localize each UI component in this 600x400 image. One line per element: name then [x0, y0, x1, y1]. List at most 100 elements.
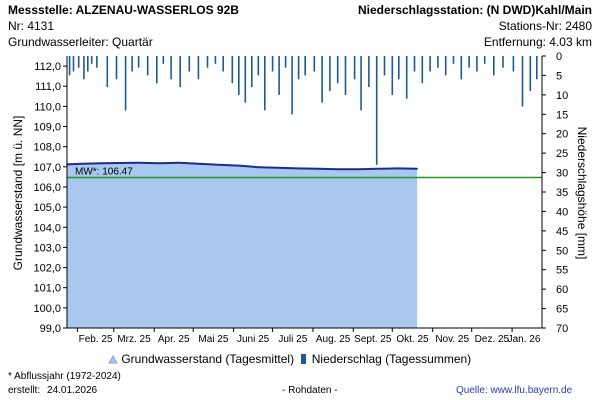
precipitation-bar	[146, 56, 149, 76]
groundwater-point	[357, 168, 360, 170]
precipitation-bar	[476, 56, 478, 72]
x-tick-label: Dez. 25	[475, 334, 510, 345]
precipitation-bar	[297, 56, 300, 80]
legend-groundwater-icon	[108, 354, 118, 364]
y2-tick-label: 20	[556, 129, 568, 141]
y2-tick-label: 0	[556, 51, 562, 63]
y2-tick-label: 55	[556, 265, 568, 277]
groundwater-area	[67, 162, 418, 328]
created-date: 24.01.2026	[47, 385, 98, 396]
precipitation-bar	[244, 56, 247, 103]
y2-tick-label: 70	[556, 323, 568, 335]
legend-precipitation-icon	[301, 354, 307, 364]
precipitation-bar	[405, 56, 408, 99]
y2-tick-label: 60	[556, 284, 568, 296]
groundwater-point	[336, 168, 339, 170]
groundwater-point	[238, 164, 240, 167]
precipitation-bar	[197, 56, 200, 80]
y2-tick-label: 15	[556, 109, 568, 121]
precipitation-bar	[483, 56, 486, 64]
footnote-mean: * Abflussjahr (1972-2024)	[8, 371, 121, 382]
y-tick-label: 103,0	[33, 242, 61, 254]
x-tick-label: Juli 25	[278, 334, 307, 345]
precipitation-bar	[421, 56, 424, 84]
y-tick-label: 109,0	[33, 122, 61, 134]
y2-tick-label: 5	[556, 70, 562, 82]
precipitation-bar	[188, 56, 191, 72]
x-tick-label: Aug. 25	[316, 334, 351, 345]
y-tick-label: 104,0	[33, 222, 61, 234]
y2-tick-label: 30	[556, 168, 568, 180]
y2-tick-label: 40	[556, 206, 568, 218]
precipitation-bar	[72, 56, 75, 72]
precip-station-number: Stations-Nr: 2480	[498, 19, 592, 33]
groundwater-point	[317, 168, 320, 170]
precipitation-bar	[115, 56, 118, 80]
precipitation-bar	[468, 56, 470, 68]
y-tick-label: 107,0	[33, 162, 61, 174]
precipitation-bar	[278, 56, 280, 95]
source-info: Quelle: www.lfu.bayern.de	[456, 385, 572, 397]
precipitation-bar	[444, 56, 447, 76]
precipitation-bar	[398, 56, 400, 80]
y2-tick-label: 50	[556, 245, 568, 257]
y2-tick-label: 25	[556, 148, 568, 160]
y-tick-label: 100,0	[33, 303, 61, 315]
precipitation-bar	[124, 56, 127, 111]
precipitation-bar	[413, 56, 416, 72]
precipitation-bar	[222, 56, 224, 72]
created-info: erstellt: 24.01.2026	[8, 385, 97, 397]
mean-line-label: MW*: 106.47	[75, 167, 133, 178]
precipitation-bar	[529, 56, 532, 91]
precipitation-bar	[291, 56, 293, 115]
groundwater-point	[118, 162, 120, 164]
x-tick-label: Jan. 26	[508, 334, 541, 345]
precipitation-bar	[429, 56, 431, 72]
precipitation-bar	[83, 56, 85, 80]
precipitation-bar	[106, 56, 109, 88]
precipitation-bar	[336, 56, 339, 84]
precipitation-bar	[493, 56, 495, 76]
precipitation-bar	[271, 56, 274, 72]
created-label: erstellt:	[8, 385, 41, 396]
x-tick-label: Apr. 25	[158, 334, 190, 345]
precipitation-bar	[284, 56, 287, 68]
precipitation-bar	[360, 56, 362, 111]
y2-axis-label: Niederschlagshöhe [mm]	[575, 127, 589, 260]
precipitation-bar	[391, 56, 394, 95]
y-tick-label: 112,0	[34, 61, 61, 73]
precipitation-bar	[368, 56, 370, 88]
groundwater-point	[416, 168, 418, 170]
groundwater-point	[257, 166, 260, 168]
precipitation-bar	[137, 56, 140, 68]
precipitation-bar	[512, 56, 515, 72]
source-label: Quelle:	[456, 385, 488, 396]
x-tick-label: Sept. 25	[354, 334, 392, 345]
precipitation-bar	[96, 56, 98, 68]
precipitation-bar	[502, 56, 504, 68]
precipitation-bar	[437, 56, 439, 68]
precipitation-bar	[452, 56, 455, 64]
groundwater-point	[217, 164, 219, 166]
station-title: Messstelle: ALZENAU-WASSERLOS 92B	[8, 3, 239, 17]
y-tick-label: 102,0	[33, 263, 61, 275]
y2-tick-label: 45	[556, 226, 568, 238]
x-tick-label: Juni 25	[237, 334, 270, 345]
y2-tick-label: 10	[556, 90, 568, 102]
precipitation-bar	[170, 56, 172, 80]
precipitation-bar	[375, 56, 378, 165]
precipitation-bar	[68, 56, 71, 76]
source-link[interactable]: www.lfu.bayern.de	[490, 385, 573, 396]
precip-station-title: Niederschlagsstation: (N DWD)Kahl/Main	[357, 3, 592, 17]
precipitation-bar	[131, 56, 133, 72]
legend-groundwater-label: Grundwasserstand (Tagesmittel)	[121, 352, 295, 366]
precipitation-bar	[460, 56, 463, 80]
x-tick-label: Feb. 25	[79, 334, 113, 345]
groundwater-point	[178, 162, 180, 164]
precipitation-bar	[521, 56, 524, 107]
raw-data-note: - Rohdaten -	[282, 385, 338, 396]
y-tick-label: 106,0	[33, 182, 61, 194]
x-tick-label: Mai 25	[198, 334, 228, 345]
x-tick-label: Mrz. 25	[117, 334, 151, 345]
precipitation-bar	[231, 56, 234, 84]
